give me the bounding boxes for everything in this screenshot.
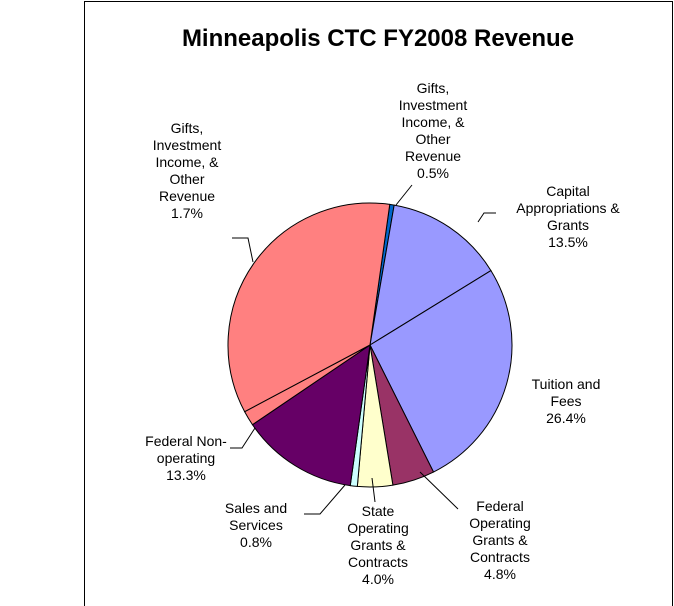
category-label: State Operating Grants & Contracts [347,503,409,570]
data-label: State Operating Grants & Contracts 4.0% [339,503,417,588]
value-label: 26.4% [546,410,586,426]
category-label: Capital Appropriations & Grants [516,183,620,233]
chart-frame [84,1,673,606]
data-label: Gifts, Investment Income, & Other Revenu… [142,120,232,222]
data-label: Federal Non-operating 13.3% [140,433,232,484]
pie-slice [369,269,513,473]
value-label: 13.5% [548,234,588,250]
leader-line [371,477,376,503]
data-label: Federal Operating Grants & Contracts 4.8% [461,498,539,583]
leader-line [419,471,459,510]
category-label: Sales and Services [224,500,288,533]
leader-line [395,184,413,206]
data-label: Capital Appropriations & Grants 13.5% [516,183,620,251]
category-label: Tuition and Fees [531,376,601,409]
category-label: Federal Non-operating [145,433,227,466]
data-label: Tuition and Fees 26.4% [521,376,611,427]
category-label: Gifts, Investment Income, & Other Revenu… [152,120,222,204]
value-label: 13.3% [166,467,206,483]
leader-line [304,484,346,515]
value-label: 4.8% [484,566,516,582]
value-label: 0.8% [240,534,272,550]
leader-line [477,212,496,223]
data-label: Gifts, Investment Income, & Other Revenu… [388,80,478,182]
pie-slice [369,204,492,347]
leader-line [230,427,256,449]
pie-slice [251,343,371,487]
data-label: Sales and Services 0.8% [215,500,297,551]
value-label: 4.0% [362,571,394,587]
chart-title: Minneapolis CTC FY2008 Revenue [182,25,574,52]
category-label: Gifts, Investment Income, & Other Revenu… [398,80,468,164]
value-label: 1.7% [171,205,203,221]
value-label: 0.5% [417,165,449,181]
category-label: Federal Operating Grants & Contracts [469,498,531,565]
leader-line [232,237,254,263]
pie-slice [227,202,391,413]
